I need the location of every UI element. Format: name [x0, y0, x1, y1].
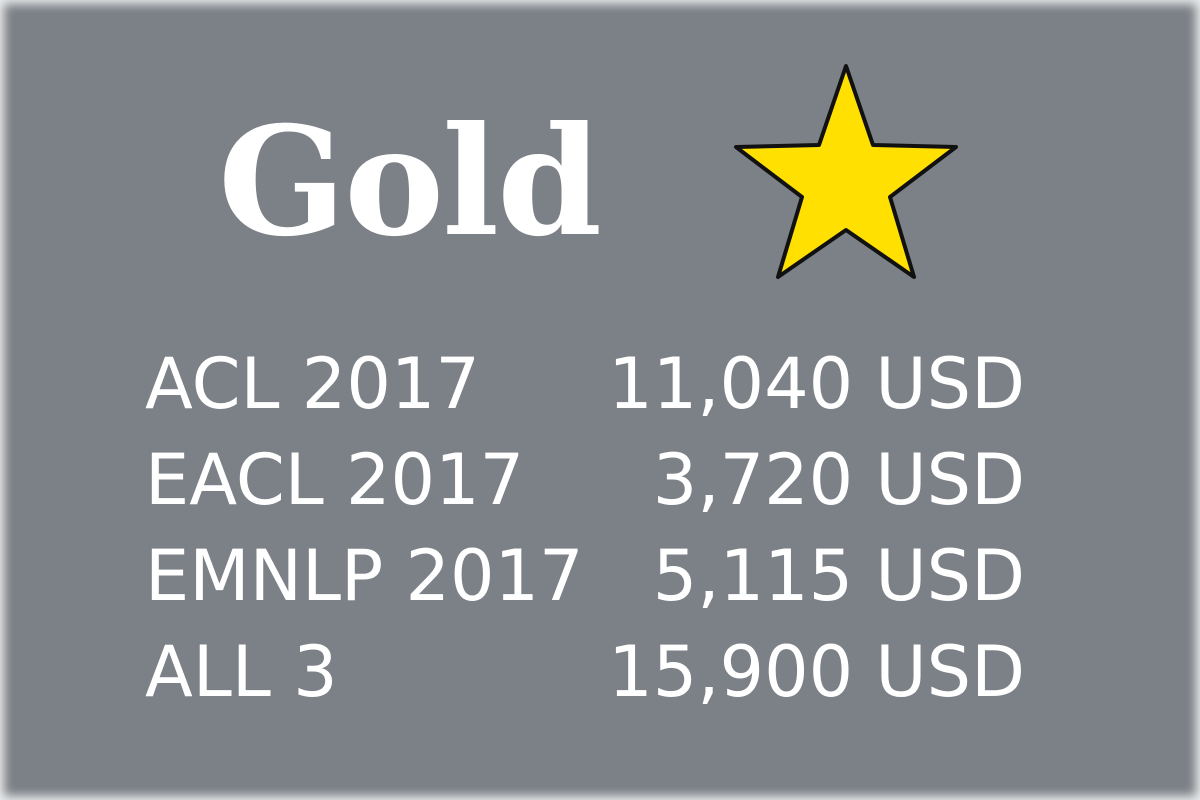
star-shape [734, 64, 958, 279]
price-row: ALL 3 15,900 USD [145, 624, 1045, 720]
price-row: EMNLP 2017 5,115 USD [145, 528, 1045, 624]
conference-price: 11,040 USD [608, 343, 1025, 425]
conference-price: 15,900 USD [608, 631, 1025, 713]
conference-price: 5,115 USD [652, 535, 1025, 617]
price-table: ACL 2017 11,040 USD EACL 2017 3,720 USD … [145, 336, 1045, 720]
conference-name: ACL 2017 [145, 343, 480, 425]
price-row: EACL 2017 3,720 USD [145, 432, 1045, 528]
price-row: ACL 2017 11,040 USD [145, 336, 1045, 432]
star-icon [734, 64, 958, 279]
conference-name: EMNLP 2017 [145, 535, 584, 617]
tier-title: Gold [218, 94, 602, 270]
conference-price: 3,720 USD [652, 439, 1025, 521]
conference-name: ALL 3 [145, 631, 338, 713]
title-row: Gold [0, 52, 1200, 292]
conference-name: EACL 2017 [145, 439, 525, 521]
